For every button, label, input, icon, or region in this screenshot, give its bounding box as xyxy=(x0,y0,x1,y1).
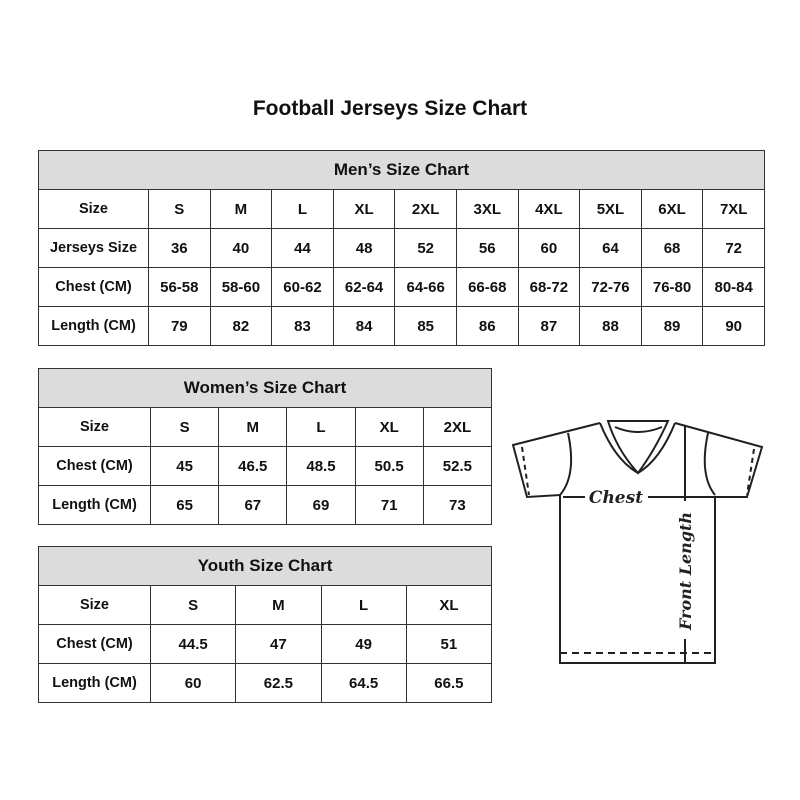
table-cell: XL xyxy=(332,189,396,229)
table-cell: L xyxy=(271,189,334,229)
table-cell: 89 xyxy=(640,306,704,346)
row-label: Length (CM) xyxy=(38,306,149,346)
table-cell: 4XL xyxy=(517,189,581,229)
table-cell: 72 xyxy=(702,228,766,268)
table-cell: 44.5 xyxy=(149,624,237,664)
row-label: Size xyxy=(38,585,151,625)
table-cell: 72-76 xyxy=(579,267,642,307)
table-cell: 88 xyxy=(579,306,642,346)
men-table-title: Men’s Size Chart xyxy=(37,150,766,190)
table-cell: 51 xyxy=(405,624,493,664)
jersey-diagram: Chest Front Length xyxy=(511,420,764,664)
table-row: Jerseys Size 36 40 44 48 52 56 60 64 68 72 xyxy=(38,228,766,268)
table-cell: 71 xyxy=(354,485,424,525)
table-row: Length (CM) 79 82 83 84 85 86 87 88 89 90 xyxy=(38,306,766,346)
table-row: Length (CM) 65 67 69 71 73 xyxy=(38,485,493,525)
table-cell: 2XL xyxy=(394,189,457,229)
table-cell: L xyxy=(286,407,356,447)
row-label: Size xyxy=(38,189,149,229)
row-label: Chest (CM) xyxy=(38,267,149,307)
table-cell: 56-58 xyxy=(148,267,211,307)
table-cell: 79 xyxy=(148,306,211,346)
table-cell: 68-72 xyxy=(517,267,581,307)
jersey-outline xyxy=(511,422,764,664)
table-cell: 73 xyxy=(422,485,493,525)
table-cell: 67 xyxy=(218,485,288,525)
table-cell: 60 xyxy=(149,663,237,703)
table-cell: S xyxy=(149,407,220,447)
table-cell: 64-66 xyxy=(394,267,457,307)
table-cell: 60-62 xyxy=(271,267,334,307)
table-cell: 66-68 xyxy=(455,267,519,307)
table-row: Size S M L XL xyxy=(38,585,493,625)
table-cell: 7XL xyxy=(702,189,766,229)
mens-size-table: Men’s Size Chart Size S M L XL 2XL 3XL 4XL 5XL 6XL… xyxy=(37,150,766,346)
table-row: Size S M L XL 2XL 3XL 4XL 5XL 6XL 7XL xyxy=(38,189,766,229)
table-cell: 2XL xyxy=(422,407,493,447)
page-title: Football Jerseys Size Chart xyxy=(252,97,528,120)
table-cell: 65 xyxy=(149,485,220,525)
row-label: Length (CM) xyxy=(38,485,151,525)
table-row: Chest (CM) 44.5 47 49 51 xyxy=(38,624,493,664)
table-cell: 6XL xyxy=(640,189,704,229)
chest-label: Chest xyxy=(589,488,643,508)
table-cell: 83 xyxy=(271,306,334,346)
table-cell: M xyxy=(235,585,322,625)
table-cell: 82 xyxy=(209,306,273,346)
table-cell: 56 xyxy=(455,228,519,268)
row-label: Chest (CM) xyxy=(38,446,151,486)
table-cell: 66.5 xyxy=(405,663,493,703)
table-cell: 48 xyxy=(332,228,396,268)
youth-size-table: Youth Size Chart Size S M L XL Chest (CM) 44.5 4… xyxy=(37,546,493,703)
table-cell: 52 xyxy=(394,228,457,268)
women-table-title: Women’s Size Chart xyxy=(37,368,493,408)
table-row: Length (CM) 60 62.5 64.5 66.5 xyxy=(38,663,493,703)
table-cell: 47 xyxy=(235,624,322,664)
table-cell: 69 xyxy=(286,485,356,525)
table-cell: 68 xyxy=(640,228,704,268)
table-cell: 87 xyxy=(517,306,581,346)
table-row: Size S M L XL 2XL xyxy=(38,407,493,447)
table-cell: 60 xyxy=(517,228,581,268)
table-cell: XL xyxy=(354,407,424,447)
row-label: Length (CM) xyxy=(38,663,151,703)
row-label: Chest (CM) xyxy=(38,624,151,664)
womens-size-table: Women’s Size Chart Size S M L XL 2XL Chest (CM)… xyxy=(37,368,493,525)
table-cell: XL xyxy=(405,585,493,625)
front-length-label: Front Length xyxy=(676,512,695,631)
table-row: Chest (CM) 56-58 58-60 60-62 62-64 64-66 66-68… xyxy=(38,267,766,307)
table-cell: 46.5 xyxy=(218,446,288,486)
row-label: Jerseys Size xyxy=(38,228,149,268)
table-cell: 50.5 xyxy=(354,446,424,486)
table-cell: 84 xyxy=(332,306,396,346)
row-label: Size xyxy=(38,407,151,447)
table-cell: M xyxy=(209,189,273,229)
table-cell: S xyxy=(148,189,211,229)
table-cell: 49 xyxy=(320,624,407,664)
table-cell: 58-60 xyxy=(209,267,273,307)
table-cell: S xyxy=(149,585,237,625)
table-cell: 36 xyxy=(148,228,211,268)
table-cell: 64.5 xyxy=(320,663,407,703)
table-cell: 44 xyxy=(271,228,334,268)
table-cell: 48.5 xyxy=(286,446,356,486)
table-cell: 3XL xyxy=(455,189,519,229)
table-cell: 76-80 xyxy=(640,267,704,307)
table-cell: 80-84 xyxy=(702,267,766,307)
table-cell: 45 xyxy=(149,446,220,486)
table-cell: 52.5 xyxy=(422,446,493,486)
table-cell: M xyxy=(218,407,288,447)
table-cell: 40 xyxy=(209,228,273,268)
table-cell: 86 xyxy=(455,306,519,346)
table-cell: 62-64 xyxy=(332,267,396,307)
table-cell: 5XL xyxy=(579,189,642,229)
table-cell: 64 xyxy=(579,228,642,268)
youth-table-title: Youth Size Chart xyxy=(37,546,493,586)
table-cell: 62.5 xyxy=(235,663,322,703)
table-cell: L xyxy=(320,585,407,625)
table-cell: 85 xyxy=(394,306,457,346)
table-row: Chest (CM) 45 46.5 48.5 50.5 52.5 xyxy=(38,446,493,486)
table-cell: 90 xyxy=(702,306,766,346)
